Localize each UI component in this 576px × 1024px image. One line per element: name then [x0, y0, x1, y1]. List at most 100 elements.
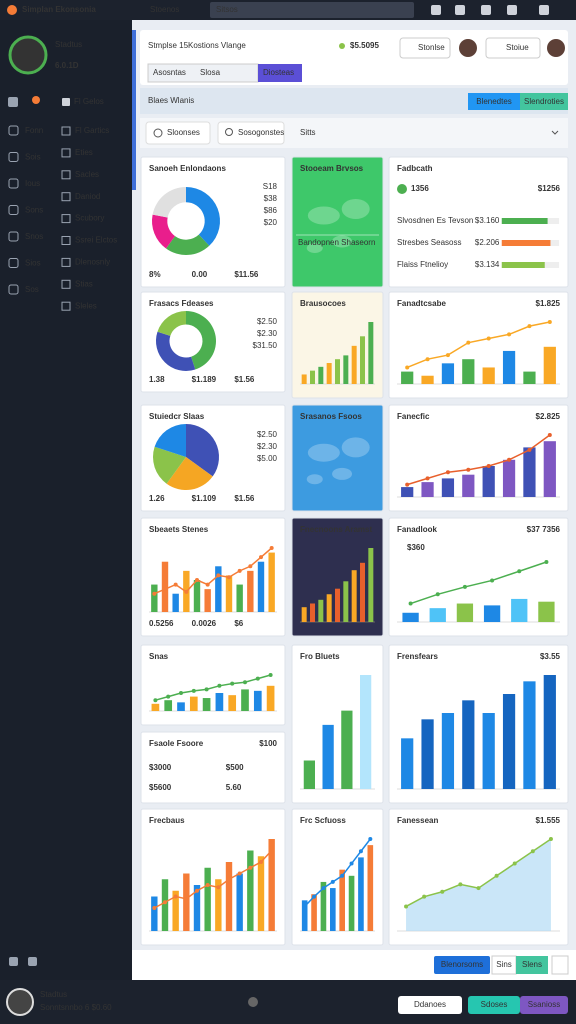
- sidebar-icon-label: Snos: [25, 232, 43, 241]
- line-point: [544, 560, 549, 564]
- line-point: [153, 698, 158, 703]
- line-point: [340, 873, 345, 878]
- section-button[interactable]: [468, 93, 520, 110]
- top-icon[interactable]: [481, 5, 491, 15]
- bar: [351, 570, 357, 622]
- search-box[interactable]: [210, 2, 414, 18]
- sidebar-icon[interactable]: [8, 178, 19, 189]
- card-title: Frecbaus: [149, 816, 185, 825]
- line-point: [530, 849, 535, 854]
- line-point: [163, 587, 167, 592]
- line-point: [405, 482, 410, 487]
- map-shape: [341, 199, 370, 219]
- bar: [151, 896, 158, 931]
- slice: [154, 424, 186, 457]
- bar: [421, 719, 434, 789]
- menu-item-icon[interactable]: [61, 301, 71, 311]
- sidebar-icon[interactable]: [8, 205, 19, 215]
- bar: [257, 856, 265, 931]
- filter[interactable]: [217, 121, 285, 145]
- slice: [186, 311, 217, 370]
- legend-label: S18: [263, 182, 278, 191]
- menu-item-icon[interactable]: [61, 279, 71, 289]
- bar: [257, 561, 265, 612]
- line-point: [184, 589, 189, 594]
- bar: [177, 702, 185, 711]
- chevron[interactable]: [551, 130, 559, 135]
- stat: 8%: [149, 270, 161, 279]
- bar: [538, 601, 555, 622]
- bar: [268, 552, 275, 612]
- card-value: $37 7356: [527, 525, 561, 534]
- menu-item-icon[interactable]: [61, 257, 71, 267]
- top-icon[interactable]: [431, 5, 441, 15]
- sidebar-bottom-icon[interactable]: [28, 957, 37, 966]
- footer-button[interactable]: [468, 996, 520, 1014]
- filter[interactable]: [145, 121, 211, 145]
- line-point: [486, 336, 491, 341]
- stat: 0.5256: [149, 619, 174, 628]
- header-button[interactable]: [485, 37, 541, 59]
- top-icon[interactable]: [539, 5, 549, 15]
- map-shape: [307, 443, 340, 462]
- map-shape: [306, 243, 323, 253]
- bar: [358, 857, 364, 931]
- menu-item-icon[interactable]: [61, 126, 71, 136]
- top-icon[interactable]: [507, 5, 517, 15]
- menu-item: Daniod: [75, 192, 100, 201]
- legend-label: $2.50: [257, 317, 278, 326]
- stat: $11.56: [234, 270, 259, 279]
- footer-name: Stadtus: [40, 990, 67, 999]
- line: [410, 561, 547, 605]
- sidebar-icon[interactable]: [8, 231, 19, 242]
- card: [388, 404, 569, 512]
- bar: [225, 575, 233, 612]
- action-button[interactable]: [516, 956, 548, 974]
- card-subtitle: $360: [407, 543, 425, 552]
- top-icon[interactable]: [455, 5, 465, 15]
- line-point: [269, 848, 274, 853]
- card-title: Fanadlook: [397, 525, 438, 534]
- bar: [462, 359, 475, 384]
- bar: [348, 875, 355, 931]
- bar: [502, 459, 516, 497]
- bar: [310, 603, 315, 622]
- stat: 0.00: [192, 270, 208, 279]
- action-icon[interactable]: [551, 955, 569, 975]
- menu-icon[interactable]: [8, 97, 18, 107]
- line-point: [408, 601, 413, 606]
- bar: [456, 603, 474, 622]
- sidebar-icon[interactable]: [8, 125, 19, 136]
- line-point: [230, 681, 235, 686]
- line: [304, 838, 371, 907]
- menu-item-icon[interactable]: [61, 170, 71, 180]
- line-point: [259, 555, 263, 560]
- line-point: [227, 877, 231, 882]
- slice: [166, 234, 210, 255]
- bar: [301, 374, 307, 384]
- bar: [335, 359, 340, 384]
- sidebar-icon[interactable]: [8, 152, 19, 162]
- menu-item-icon[interactable]: [61, 148, 71, 158]
- list-value: $3.160: [475, 216, 500, 225]
- sidebar-icon[interactable]: [8, 284, 19, 295]
- card: [140, 644, 286, 726]
- menu-item-icon[interactable]: [61, 236, 71, 245]
- line-point: [405, 365, 410, 370]
- card-title: Fadbcath: [397, 164, 433, 173]
- footer-button[interactable]: [398, 996, 462, 1014]
- slice: [186, 424, 219, 477]
- sidebar-icon[interactable]: [8, 258, 19, 268]
- tab-active[interactable]: [258, 64, 302, 82]
- sidebar-bottom-icon[interactable]: [9, 957, 18, 966]
- header-button[interactable]: [399, 37, 451, 59]
- action-button[interactable]: [434, 956, 490, 974]
- menu-item-icon[interactable]: [61, 192, 71, 202]
- section-button[interactable]: [520, 93, 568, 110]
- line-point: [486, 464, 491, 468]
- menu-item-icon[interactable]: [61, 214, 71, 224]
- line-point: [494, 873, 499, 878]
- bar: [228, 695, 237, 711]
- footer-button[interactable]: [520, 996, 568, 1014]
- filter-label: Sitts: [300, 128, 316, 137]
